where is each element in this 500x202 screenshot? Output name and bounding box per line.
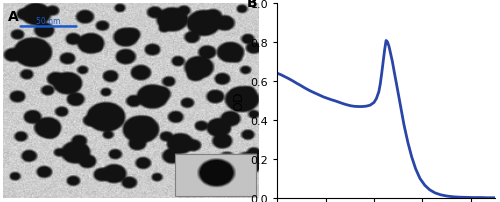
Y-axis label: OD: OD	[232, 91, 245, 111]
Text: B: B	[246, 0, 258, 10]
Text: 13 nm: 13 nm	[204, 201, 227, 202]
Bar	[174, 154, 256, 196]
Text: A: A	[8, 10, 18, 24]
Text: 50 nm: 50 nm	[36, 17, 60, 26]
